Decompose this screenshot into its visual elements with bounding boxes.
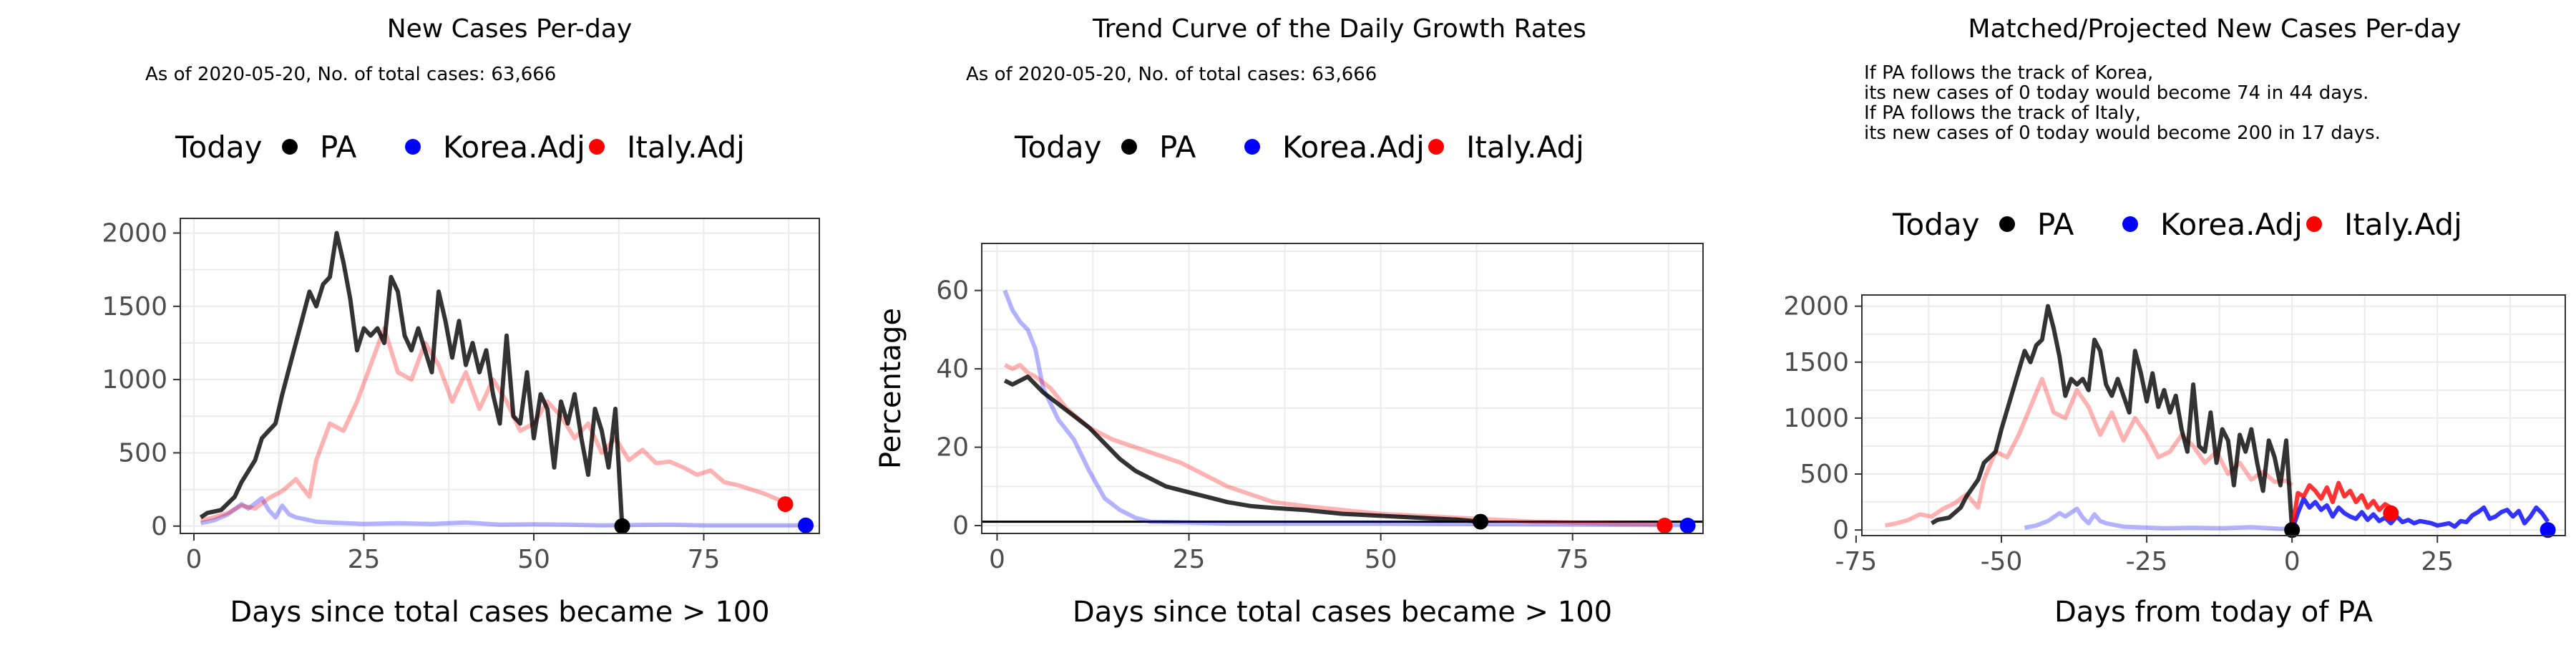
series-line-italy-adj xyxy=(200,326,787,523)
legend-label: PA xyxy=(2037,207,2074,242)
plot-panel xyxy=(1862,295,2565,536)
legend-key-italy-adj xyxy=(2306,216,2322,232)
legend-label: Italy.Adj xyxy=(627,130,745,165)
x-axis-label: Days since total cases became > 100 xyxy=(1073,596,1612,629)
chart-legend: Today PA Korea.Adj Italy.Adj xyxy=(175,130,745,165)
chart-panel-2: Trend Curve of the Daily Growth Rates As … xyxy=(874,14,1704,629)
x-tick-label: 25 xyxy=(1173,545,1206,574)
legend-label: Italy.Adj xyxy=(1466,130,1584,165)
chart-legend: Today PA Korea.Adj Italy.Adj xyxy=(1892,207,2462,242)
series-line-pa xyxy=(199,231,625,526)
chart-panel-1: New Cases Per-day As of 2020-05-20, No. o… xyxy=(102,14,820,629)
today-point-korea-adj xyxy=(798,517,814,533)
panel-border xyxy=(180,218,820,534)
x-tick-label: 25 xyxy=(2421,547,2454,576)
chart-title: Matched/Projected New Cases Per-day xyxy=(1968,14,2461,44)
plot-panel xyxy=(982,243,1703,533)
chart-legend: Today PA Korea.Adj Italy.Adj xyxy=(1014,130,1584,165)
legend-label: PA xyxy=(1159,130,1196,165)
today-point-korea-adj xyxy=(1679,518,1696,534)
x-tick-label: 50 xyxy=(1365,545,1397,574)
x-tick-label: 50 xyxy=(517,545,550,574)
today-point-italy-adj xyxy=(2383,505,2399,521)
y-tick-label: 2000 xyxy=(1783,292,1849,321)
series-line-korea-adj-projection xyxy=(2290,496,2550,531)
today-point-pa xyxy=(614,518,630,534)
y-tick-label: 1500 xyxy=(1783,348,1849,377)
today-point-italy-adj xyxy=(1657,518,1673,534)
x-tick-label: -50 xyxy=(1981,547,2023,576)
panel-border xyxy=(981,243,1704,534)
x-tick-label: 0 xyxy=(2284,547,2301,576)
x-axis-label: Days since total cases became > 100 xyxy=(230,596,769,629)
x-tick-label: -25 xyxy=(2126,547,2168,576)
series-line-italy-adj xyxy=(1003,362,1665,527)
legend-key-korea-adj xyxy=(405,139,421,155)
legend-key-pa xyxy=(1121,139,1137,155)
x-tick-label: 75 xyxy=(1556,545,1589,574)
legend-key-italy-adj xyxy=(589,139,605,155)
x-tick-label: 0 xyxy=(186,545,203,574)
y-tick-label: 20 xyxy=(936,433,969,463)
today-point-korea-adj xyxy=(2540,522,2556,538)
y-tick-label: 500 xyxy=(118,438,167,468)
legend-key-pa xyxy=(1999,216,2015,232)
y-axis-label: Percentage xyxy=(874,308,907,469)
legend-key-pa xyxy=(282,139,298,155)
legend-label: Italy.Adj xyxy=(2344,207,2462,242)
legend-title: Today xyxy=(1892,207,1979,242)
chart-subtitle-line: As of 2020-05-20, No. of total cases: 63… xyxy=(966,64,1377,85)
plot-panel xyxy=(180,218,819,533)
chart-title: New Cases Per-day xyxy=(387,14,633,44)
chart-title: Trend Curve of the Daily Growth Rates xyxy=(1092,14,1586,44)
series-line-italy-adj xyxy=(1884,377,2294,528)
y-tick-label: 500 xyxy=(1800,460,1849,489)
chart-subtitle-line: If PA follows the track of Korea, xyxy=(1864,62,2153,84)
y-tick-label: 1000 xyxy=(1783,404,1849,433)
panel-border xyxy=(1861,294,2566,536)
series-line-korea-adj xyxy=(1002,289,1688,528)
x-tick-label: -75 xyxy=(1835,547,1877,576)
today-point-pa xyxy=(2284,522,2301,538)
today-point-pa xyxy=(1473,513,1489,530)
y-tick-label: 0 xyxy=(151,512,167,541)
chart-subtitle-line: its new cases of 0 today would become 74… xyxy=(1864,82,2368,104)
series-line-italy-adj-projection xyxy=(2290,480,2392,531)
y-tick-label: 40 xyxy=(936,354,969,384)
legend-title: Today xyxy=(1014,130,1101,165)
legend-label: Korea.Adj xyxy=(443,130,585,165)
y-tick-label: 60 xyxy=(936,276,969,306)
series-line-pa xyxy=(1003,374,1481,524)
chart-subtitle-line: As of 2020-05-20, No. of total cases: 63… xyxy=(145,64,556,85)
legend-label: Korea.Adj xyxy=(2160,207,2303,242)
x-axis-label: Days from today of PA xyxy=(2054,596,2373,629)
legend-label: Korea.Adj xyxy=(1282,130,1425,165)
chart-subtitle-line: If PA follows the track of Italy, xyxy=(1864,102,2141,124)
y-tick-label: 1500 xyxy=(102,292,167,321)
y-tick-label: 1000 xyxy=(102,365,167,395)
series-line-pa xyxy=(1930,304,2295,531)
x-tick-label: 25 xyxy=(348,545,381,574)
chart-panel-3: Matched/Projected New Cases Per-day If PA… xyxy=(1783,14,2566,629)
legend-key-korea-adj xyxy=(1244,139,1260,155)
today-point-italy-adj xyxy=(777,496,794,513)
y-tick-label: 0 xyxy=(1833,516,1849,545)
legend-title: Today xyxy=(175,130,262,165)
legend-key-korea-adj xyxy=(2122,216,2138,232)
x-tick-label: 0 xyxy=(989,545,1005,574)
legend-key-italy-adj xyxy=(1428,139,1444,155)
series-line-korea-adj xyxy=(200,495,799,528)
series-line-korea-adj xyxy=(2024,506,2293,531)
y-tick-label: 2000 xyxy=(102,218,167,248)
legend-label: PA xyxy=(320,130,357,165)
x-tick-label: 75 xyxy=(688,545,721,574)
chart-subtitle-line: its new cases of 0 today would become 20… xyxy=(1864,122,2381,144)
y-tick-label: 0 xyxy=(952,511,969,541)
